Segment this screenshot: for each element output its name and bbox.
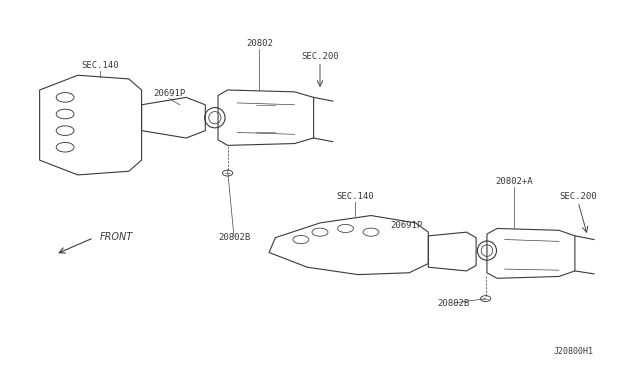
Text: SEC.140: SEC.140 (336, 192, 374, 201)
Text: 20691P: 20691P (153, 89, 185, 97)
Circle shape (223, 170, 233, 176)
Text: SEC.140: SEC.140 (81, 61, 119, 70)
Text: SEC.200: SEC.200 (559, 192, 597, 201)
Text: FRONT: FRONT (100, 232, 133, 241)
Text: 20802B: 20802B (218, 232, 250, 241)
Text: 20691P: 20691P (390, 221, 422, 231)
Text: 20802: 20802 (246, 39, 273, 48)
Text: 20802B: 20802B (438, 299, 470, 308)
Circle shape (481, 296, 491, 302)
Text: J20800H1: J20800H1 (554, 347, 594, 356)
Text: SEC.200: SEC.200 (301, 52, 339, 61)
Text: 20802+A: 20802+A (495, 177, 533, 186)
